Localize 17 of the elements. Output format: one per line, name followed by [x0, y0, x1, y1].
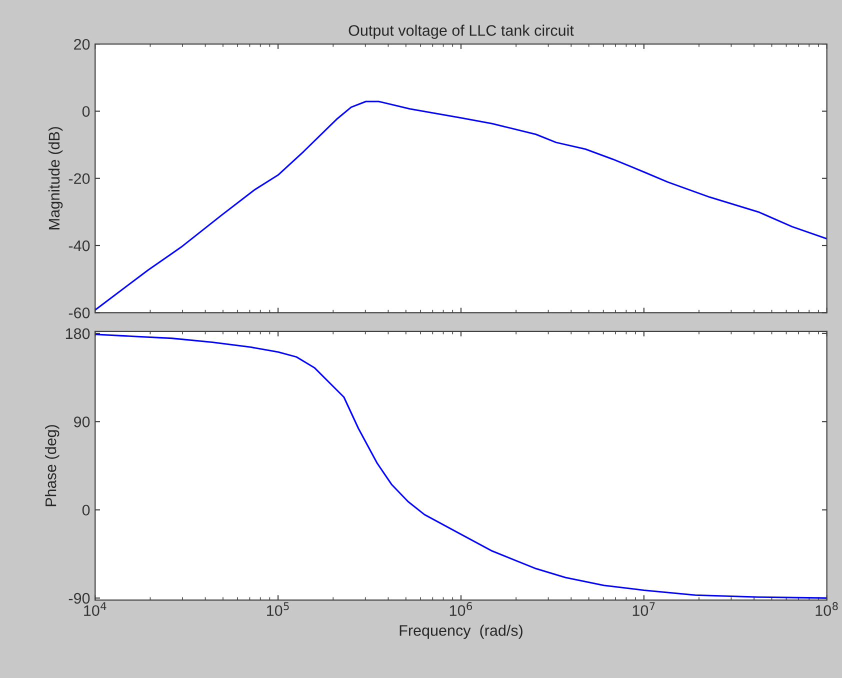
y-axis-title: Magnitude (dB) [48, 127, 63, 230]
y-tick-label: 180 [66, 328, 90, 340]
x-tick-label: 10$^{6}$ [450, 602, 472, 616]
y-tick-label: 0 [82, 504, 90, 516]
y-tick-label: -60 [68, 308, 90, 318]
y-tick-label: -20 [68, 173, 90, 184]
y-tick-label: -40 [68, 240, 90, 252]
chart-title: Output voltage of LLC tank circuit [348, 24, 574, 39]
x-tick-label: 10$^{5}$ [267, 602, 289, 616]
x-tick-label: 10$^{7}$ [632, 602, 655, 616]
y-tick-label: 90 [74, 416, 90, 428]
x-axis-title: Frequency (rad/s) [400, 624, 522, 639]
y-tick-label: 0 [82, 106, 90, 117]
x-tick-label: 10$^{8}$ [816, 602, 838, 616]
y-tick-label: 20 [74, 38, 90, 50]
y-tick-label: -90 [68, 592, 90, 604]
y-axis-title: Phase (deg) [45, 425, 60, 506]
